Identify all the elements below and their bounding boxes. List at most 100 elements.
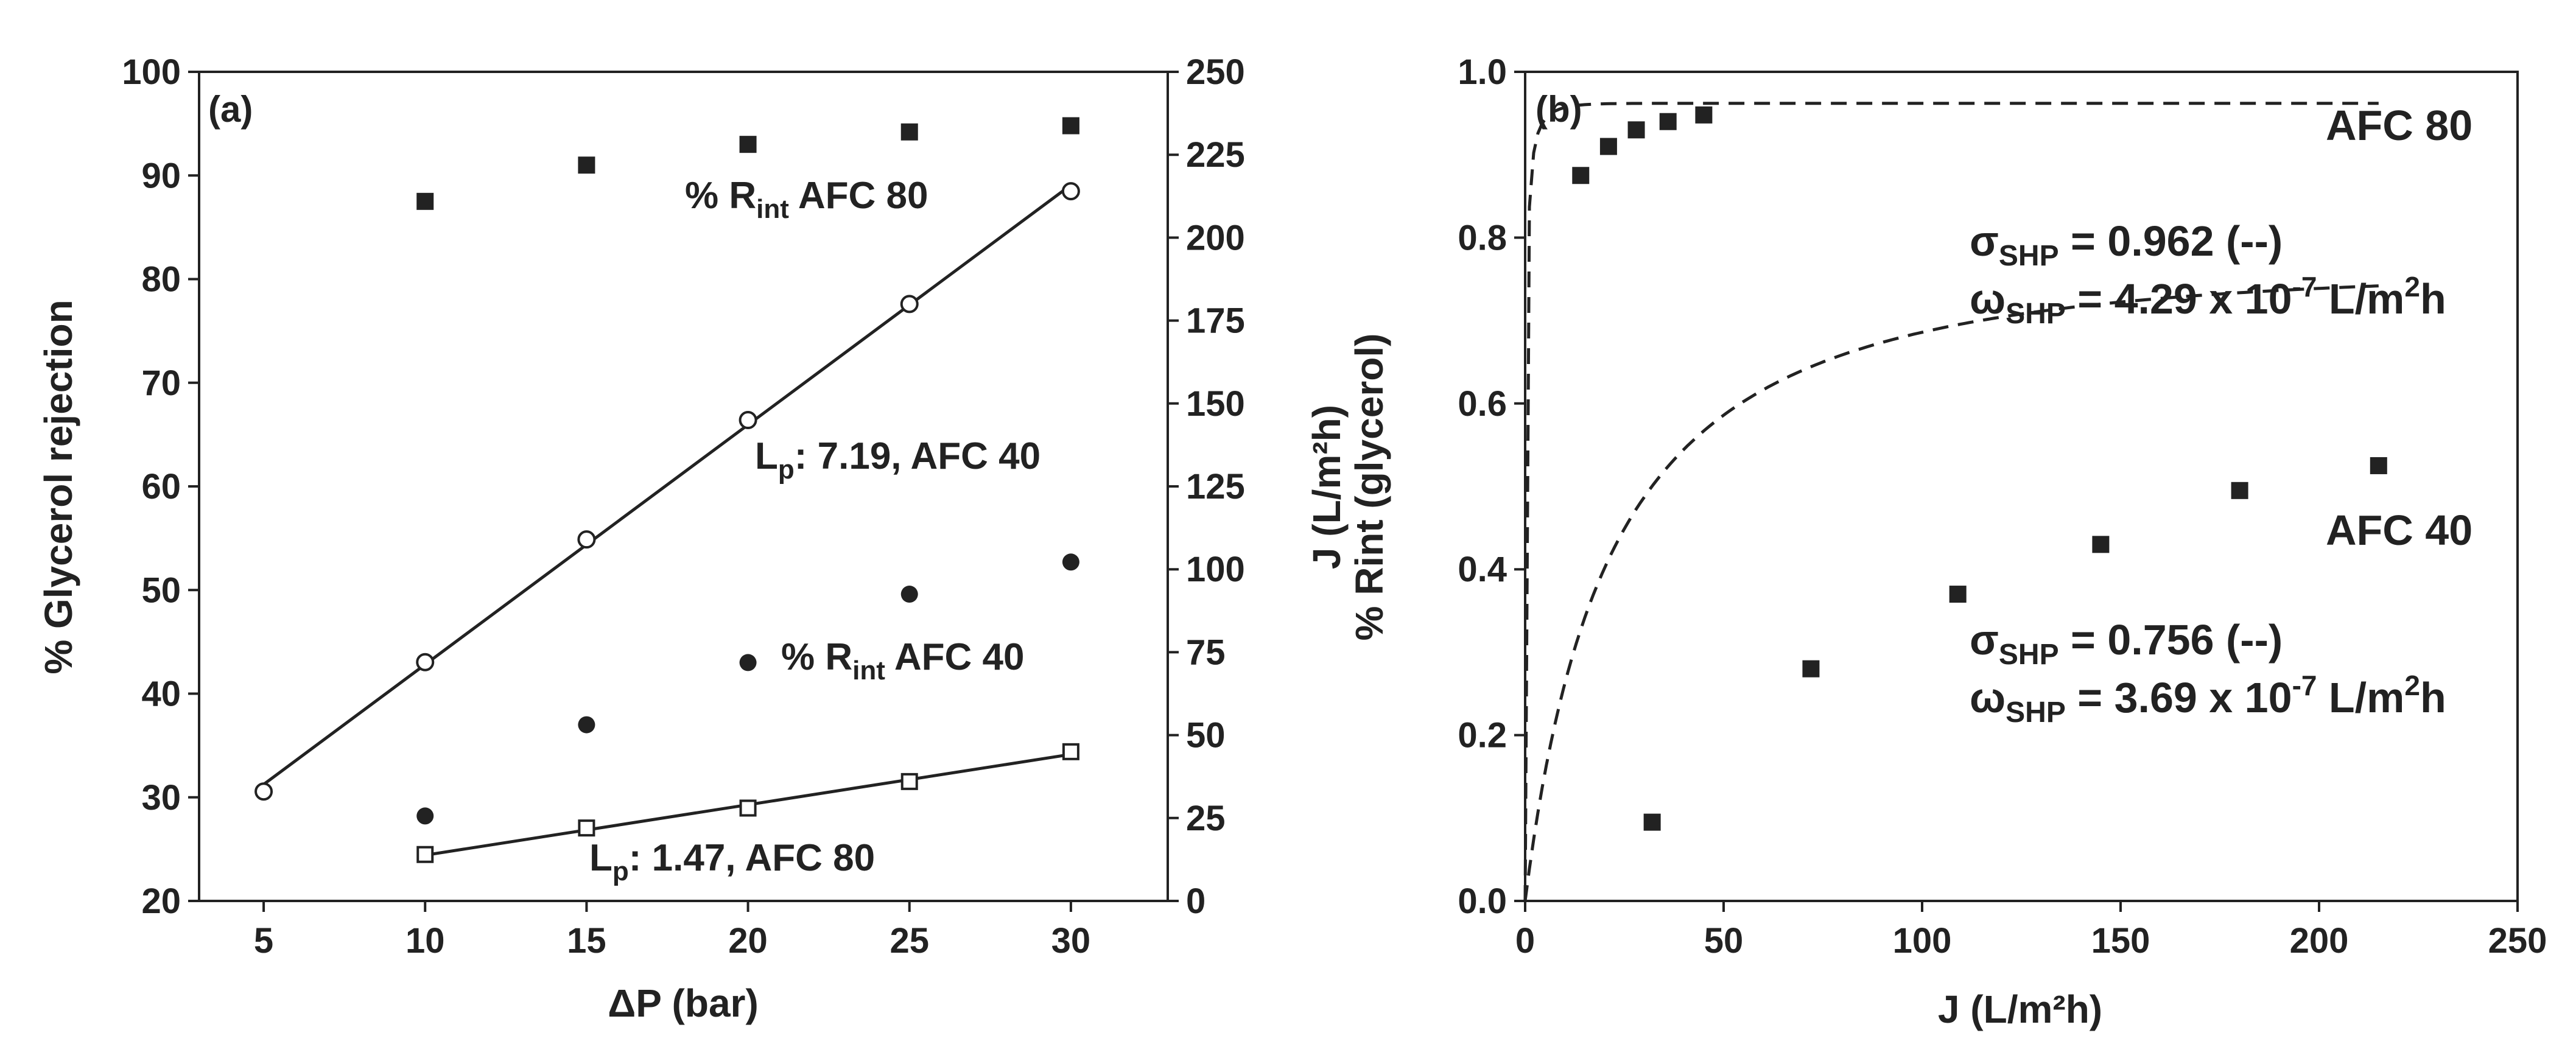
panel-b-x-ticks: 0 50 100 150 200 250 — [1515, 901, 2547, 961]
data-point-series-3 — [578, 819, 595, 837]
annotation-rint-afc40: % Rint AFC 40 — [781, 636, 1024, 685]
data-point-series-1 — [900, 586, 918, 603]
data-point-series-1 — [1643, 813, 1661, 831]
right-y-tick-label: 50 — [1186, 716, 1226, 755]
data-point-series-0 — [1062, 117, 1079, 135]
x-tick-label: 5 — [254, 921, 273, 961]
right-y-tick-label: 100 — [1186, 550, 1245, 589]
left-y-tick-label: 40 — [141, 674, 181, 714]
annotation-lp-afc80: Lp: 1.47, AFC 80 — [589, 837, 875, 886]
data-point-series-0 — [739, 136, 757, 153]
panel-a-points — [254, 117, 1080, 863]
right-y-tick-label: 250 — [1186, 52, 1245, 92]
x-tick-label: 30 — [1051, 921, 1091, 961]
right-y-tick-label: 200 — [1186, 218, 1245, 257]
fit-curve-afc80 — [1523, 102, 2379, 902]
data-point-series-3 — [416, 846, 434, 863]
x-tick-label: 150 — [2091, 921, 2150, 961]
right-y-tick-label: 0 — [1186, 881, 1206, 921]
y-tick-label: 0.4 — [1458, 550, 1507, 589]
panel-b-y-ticks: 0.0 0.2 0.4 0.6 0.8 1.0 — [1458, 52, 1525, 921]
x-tick-label: 100 — [1893, 921, 1952, 961]
left-y-tick-label: 100 — [122, 52, 181, 92]
data-point-series-0 — [1695, 106, 1713, 124]
y-tick-label: 0.6 — [1458, 384, 1507, 424]
data-point-series-1 — [2092, 536, 2110, 553]
panel-b-points — [1572, 106, 2387, 831]
panel-a-frame — [198, 71, 1169, 902]
x-tick-label: 20 — [728, 921, 768, 961]
data-point-series-2 — [1061, 182, 1080, 201]
data-point-series-0 — [1659, 113, 1677, 130]
fit-curve-afc40 — [1523, 284, 2379, 902]
x-tick-label: 25 — [890, 921, 929, 961]
x-tick-label: 50 — [1704, 921, 1744, 961]
data-point-series-0 — [1627, 121, 1645, 139]
left-y-tick-label: 50 — [141, 570, 181, 610]
x-tick-label: 200 — [2290, 921, 2349, 961]
panel-a-left-y-ticks: 20 30 40 50 60 70 80 90 100 — [122, 52, 199, 921]
data-point-series-0 — [1572, 167, 1590, 184]
sigma-afc80: σSHP = 0.962 (--) — [1970, 217, 2283, 272]
left-y-tick-label: 30 — [141, 778, 181, 818]
data-point-series-2 — [254, 782, 273, 801]
data-point-series-0 — [1599, 138, 1617, 155]
x-tick-label: 15 — [567, 921, 606, 961]
left-y-tick-label: 60 — [141, 467, 181, 506]
data-point-series-1 — [2370, 457, 2387, 474]
label-afc80: AFC 80 — [2326, 102, 2472, 149]
panel-a-x-ticks: 5 10 15 20 25 30 — [254, 901, 1090, 961]
y-tick-label: 0.8 — [1458, 218, 1507, 257]
left-y-tick-label: 20 — [141, 881, 181, 921]
omega-afc80: ωSHP = 4.29 x 10-7 L/m2h — [1970, 271, 2446, 330]
annotation-rint-afc80: % Rint AFC 80 — [685, 175, 928, 224]
data-point-series-2 — [577, 530, 596, 549]
fit-line-2 — [262, 184, 1072, 786]
right-y-tick-label: 175 — [1186, 301, 1245, 341]
panel-b-frame — [1524, 71, 2519, 902]
data-point-series-1 — [2231, 482, 2248, 499]
data-point-series-1 — [1949, 586, 1967, 603]
panel-a-fit-lines — [262, 184, 1072, 857]
sigma-afc40: σSHP = 0.756 (--) — [1970, 616, 2283, 671]
data-point-series-2 — [739, 411, 757, 430]
data-point-series-1 — [1802, 660, 1820, 678]
data-point-series-1 — [739, 654, 757, 671]
data-point-series-0 — [578, 156, 595, 174]
panel-b-fit-curves — [1523, 102, 2379, 902]
right-y-tick-label: 25 — [1186, 799, 1226, 838]
y-tick-label: 1.0 — [1458, 52, 1507, 92]
right-y-tick-label: 125 — [1186, 467, 1245, 506]
annotation-lp-afc40: Lp: 7.19, AFC 40 — [755, 435, 1041, 485]
left-y-tick-label: 70 — [141, 363, 181, 403]
omega-afc40: ωSHP = 3.69 x 10-7 L/m2h — [1970, 670, 2446, 729]
right-y-tick-label: 225 — [1186, 135, 1245, 175]
left-y-tick-label: 80 — [141, 260, 181, 300]
y-tick-label: 0.2 — [1458, 716, 1507, 755]
data-point-series-3 — [900, 772, 918, 790]
panel-b-y-label: J (L/m²h)% Rint (glycerol) — [1305, 334, 1391, 641]
data-point-series-0 — [900, 123, 918, 141]
y-tick-label: 0.0 — [1458, 881, 1507, 921]
right-y-tick-label: 75 — [1186, 632, 1226, 672]
panel-a-x-label: ΔP (bar) — [608, 981, 759, 1025]
x-tick-label: 250 — [2488, 921, 2547, 961]
panel-a-right-y-ticks: 0 25 50 75 100 125 150 175 200 225 250 — [1168, 52, 1245, 921]
data-point-series-3 — [739, 799, 757, 817]
data-point-series-0 — [416, 192, 434, 210]
data-point-series-3 — [1062, 743, 1079, 760]
x-tick-label: 10 — [405, 921, 445, 961]
panel-b-x-label: J (L/m²h) — [1938, 987, 2102, 1031]
data-point-series-1 — [416, 807, 434, 825]
data-point-series-2 — [900, 295, 919, 314]
label-afc40: AFC 40 — [2326, 506, 2472, 554]
panel-b: (b) 0 50 100 150 200 250 0.00.20.40.60.81.0 J… — [1305, 52, 2547, 1031]
data-point-series-2 — [416, 653, 435, 671]
right-y-tick-label: 150 — [1186, 384, 1245, 424]
x-tick-label: 0 — [1515, 921, 1535, 961]
panel-a-left-y-label: % Glycerol rejection — [37, 300, 80, 674]
left-y-tick-label: 90 — [141, 156, 181, 195]
data-point-series-1 — [1062, 553, 1079, 571]
